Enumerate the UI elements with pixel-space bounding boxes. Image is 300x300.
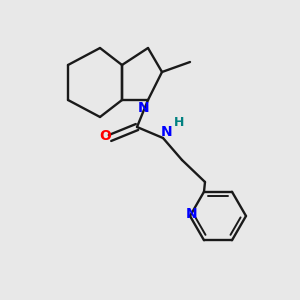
Text: N: N bbox=[186, 207, 198, 221]
Text: O: O bbox=[99, 129, 111, 143]
Text: N: N bbox=[138, 101, 150, 115]
Text: N: N bbox=[161, 125, 173, 139]
Text: H: H bbox=[174, 116, 184, 128]
